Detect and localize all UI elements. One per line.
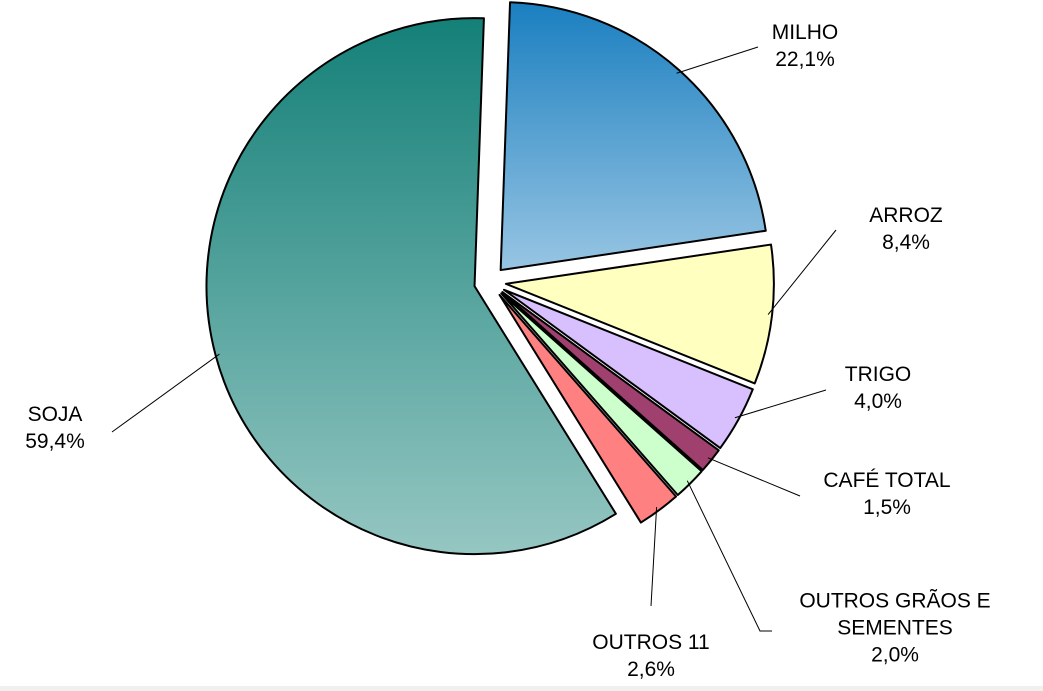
category-name: CAFÉ TOTAL (823, 469, 951, 492)
value-label: 2,6% (627, 658, 675, 681)
pie-slice (504, 243, 775, 385)
slice-label: CAFÉ TOTAL 1,5% (807, 467, 967, 521)
slice-label: OUTROS GRÃOS E SEMENTES 2,0% (770, 588, 1020, 669)
pie-slice (500, 292, 703, 497)
value-label: 8,4% (882, 231, 930, 254)
value-label: 4,0% (854, 390, 902, 413)
value-label: 22,1% (775, 48, 835, 71)
leader-line (111, 353, 220, 433)
leader-line (686, 480, 772, 632)
pie-slice (205, 17, 617, 556)
pie-slice (498, 293, 678, 524)
pie-slice (502, 288, 754, 450)
leader-line (767, 229, 837, 315)
leader-line (734, 389, 827, 419)
slice-label: ARROZ 8,4% (826, 202, 986, 256)
slice-label: TRIGO 4,0% (798, 361, 958, 415)
value-label: 1,5% (863, 496, 911, 519)
category-name: SOJA (27, 403, 83, 426)
category-name: ARROZ (869, 204, 943, 227)
slice-label: SOJA 59,4% (0, 401, 135, 455)
category-name: OUTROS 11 (592, 631, 710, 654)
category-name: OUTROS GRÃOS E SEMENTES (799, 589, 991, 640)
category-name: MILHO (771, 21, 839, 44)
slice-label: MILHO 22,1% (725, 19, 885, 73)
value-label: 59,4% (25, 430, 85, 453)
leader-line (676, 46, 759, 74)
slice-label: OUTROS 11 2,6% (571, 629, 731, 683)
category-name: TRIGO (844, 363, 912, 386)
leader-line (707, 457, 801, 497)
pie-slice (499, 1, 767, 272)
bottom-strip (0, 686, 1043, 691)
value-label: 2,0% (871, 643, 919, 667)
leader-line (650, 507, 658, 607)
pie-slice (501, 291, 720, 471)
